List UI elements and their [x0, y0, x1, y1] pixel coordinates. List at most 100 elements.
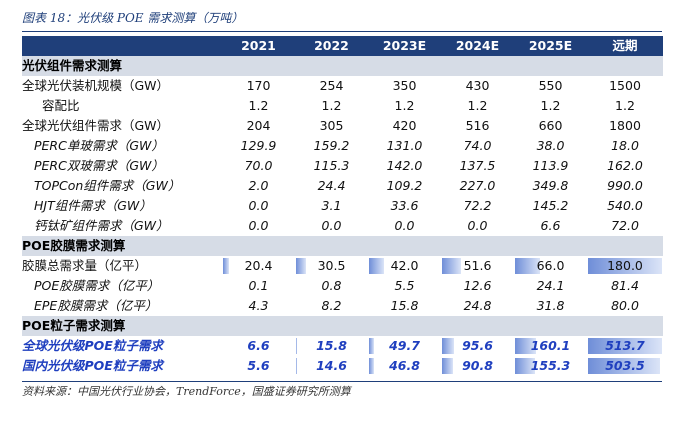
table-row: 容配比 1.2 1.2 1.2 1.2 1.2 1.2 [22, 96, 663, 116]
row-label: 全球光伏级POE粒子需求 [22, 338, 163, 353]
cell-value: 66.0 [536, 258, 565, 273]
cell-value: 503.5 [605, 358, 645, 373]
section-header-row: POE胶膜需求测算 [22, 236, 663, 256]
table-row: 全球光伏组件需求（GW） 204 305 420 516 660 1800 [22, 116, 663, 136]
table-cell: 31.8 [536, 298, 565, 313]
table-cell: 5.6 [222, 356, 295, 376]
source-note: 资料来源：中国光伏行业协会，TrendForce，国盛证券研究所测算 [22, 385, 351, 398]
cell-value: 20.4 [244, 258, 273, 273]
table-cell: 420 [392, 118, 417, 133]
table-cell: 8.2 [321, 298, 342, 313]
table-cell: 14.6 [295, 356, 368, 376]
table-cell: 51.6 [441, 256, 514, 276]
table-cell: 80.0 [611, 298, 639, 313]
column-header: 2025E [514, 36, 587, 56]
column-header: 远期 [587, 36, 663, 56]
table-cell: 137.5 [459, 158, 496, 173]
cell-value: 6.6 [247, 338, 270, 353]
column-header-row: 2021 2022 2023E 2024E 2025E 远期 [22, 36, 663, 56]
table-cell: 1.2 [394, 98, 415, 113]
table-cell: 15.8 [390, 298, 419, 313]
table-row: 胶膜总需求量（亿平） 20.4 30.5 42.0 51.6 66.0 180.0 [22, 256, 663, 276]
table-cell: 6.6 [222, 336, 295, 356]
table-cell: 70.0 [244, 158, 273, 173]
table-row: HJT组件需求（GW） 0.0 3.1 33.6 72.2 145.2 540.0 [22, 196, 663, 216]
cell-value: 155.3 [530, 358, 571, 373]
table-cell: 12.6 [463, 278, 492, 293]
table-cell: 0.0 [248, 198, 269, 213]
table-cell: 204 [246, 118, 271, 133]
data-bar [515, 258, 540, 274]
row-label: POE胶膜需求（亿平） [34, 278, 160, 293]
table-cell: 113.9 [532, 158, 569, 173]
column-header: 2021 [222, 36, 295, 56]
table-cell: 1500 [609, 78, 641, 93]
table-cell: 129.9 [240, 138, 277, 153]
column-header: 2022 [295, 36, 368, 56]
table-cell: 1800 [609, 118, 641, 133]
table-cell: 42.0 [368, 256, 441, 276]
table-cell: 550 [538, 78, 563, 93]
table-row: POE胶膜需求（亿平） 0.1 0.8 5.5 12.6 24.1 81.4 [22, 276, 663, 296]
data-bar [588, 338, 662, 354]
table-row: 钙钛矿组件需求（GW） 0.0 0.0 0.0 0.0 6.6 72.0 [22, 216, 663, 236]
table-cell: 20.4 [222, 256, 295, 276]
demand-table: 2021 2022 2023E 2024E 2025E 远期 光伏组件需求测算全… [22, 36, 663, 376]
table-cell: 90.8 [441, 356, 514, 376]
footer-divider [22, 381, 662, 382]
table-cell: 109.2 [386, 178, 423, 193]
table-cell: 74.0 [463, 138, 492, 153]
cell-value: 42.0 [390, 258, 419, 273]
column-header: 2024E [441, 36, 514, 56]
table-cell: 990.0 [607, 178, 643, 193]
cell-value: 51.6 [463, 258, 492, 273]
table-cell: 38.0 [536, 138, 565, 153]
table-cell: 145.2 [532, 198, 569, 213]
table-cell: 33.6 [390, 198, 419, 213]
table-cell: 513.7 [587, 336, 663, 356]
table-cell: 1.2 [321, 98, 342, 113]
table-row: 全球光伏级POE粒子需求 6.6 15.8 49.7 95.6 160.1 513.7 [22, 336, 663, 356]
table-cell: 305 [319, 118, 344, 133]
table-cell: 95.6 [441, 336, 514, 356]
table-cell: 180.0 [587, 256, 663, 276]
row-label: PERC双玻需求（GW） [34, 158, 164, 173]
table-cell: 46.8 [368, 356, 441, 376]
table-cell: 15.8 [295, 336, 368, 356]
table-cell: 142.0 [386, 158, 423, 173]
table-row: PERC单玻需求（GW） 129.9 159.2 131.0 74.0 38.0 18.0 [22, 136, 663, 156]
table-cell: 227.0 [459, 178, 496, 193]
table-cell: 349.8 [532, 178, 569, 193]
row-label: HJT组件需求（GW） [34, 198, 152, 213]
data-bar [296, 258, 307, 274]
table-cell: 30.5 [295, 256, 368, 276]
section-title: POE胶膜需求测算 [22, 236, 663, 256]
data-bar [369, 258, 384, 274]
table-cell: 49.7 [368, 336, 441, 356]
title-divider [22, 31, 662, 32]
table-cell: 24.8 [463, 298, 492, 313]
column-header: 2023E [368, 36, 441, 56]
table-cell: 18.0 [611, 138, 639, 153]
data-bar [588, 258, 662, 274]
row-label: 容配比 [42, 98, 80, 113]
table-cell: 660 [538, 118, 563, 133]
table-cell: 1.2 [248, 98, 269, 113]
table-cell: 24.1 [536, 278, 565, 293]
table-cell: 254 [319, 78, 344, 93]
row-label: 国内光伏级POE粒子需求 [22, 358, 163, 373]
data-bar [442, 338, 454, 354]
data-bar [515, 358, 536, 374]
table-cell: 81.4 [611, 278, 639, 293]
row-label: 钙钛矿组件需求（GW） [34, 218, 169, 233]
table-title: 图表 18：光伏级 POE 需求测算（万吨） [22, 11, 244, 25]
row-label: EPE胶膜需求（亿平） [34, 298, 158, 313]
table-cell: 1.2 [615, 98, 635, 113]
data-bar [515, 338, 536, 354]
table-cell: 159.2 [313, 138, 350, 153]
cell-value: 160.1 [530, 338, 571, 353]
table-cell: 0.1 [248, 278, 269, 293]
table-cell: 2.0 [248, 178, 269, 193]
table-cell: 3.1 [321, 198, 342, 213]
row-label: 全球光伏组件需求（GW） [22, 118, 170, 133]
